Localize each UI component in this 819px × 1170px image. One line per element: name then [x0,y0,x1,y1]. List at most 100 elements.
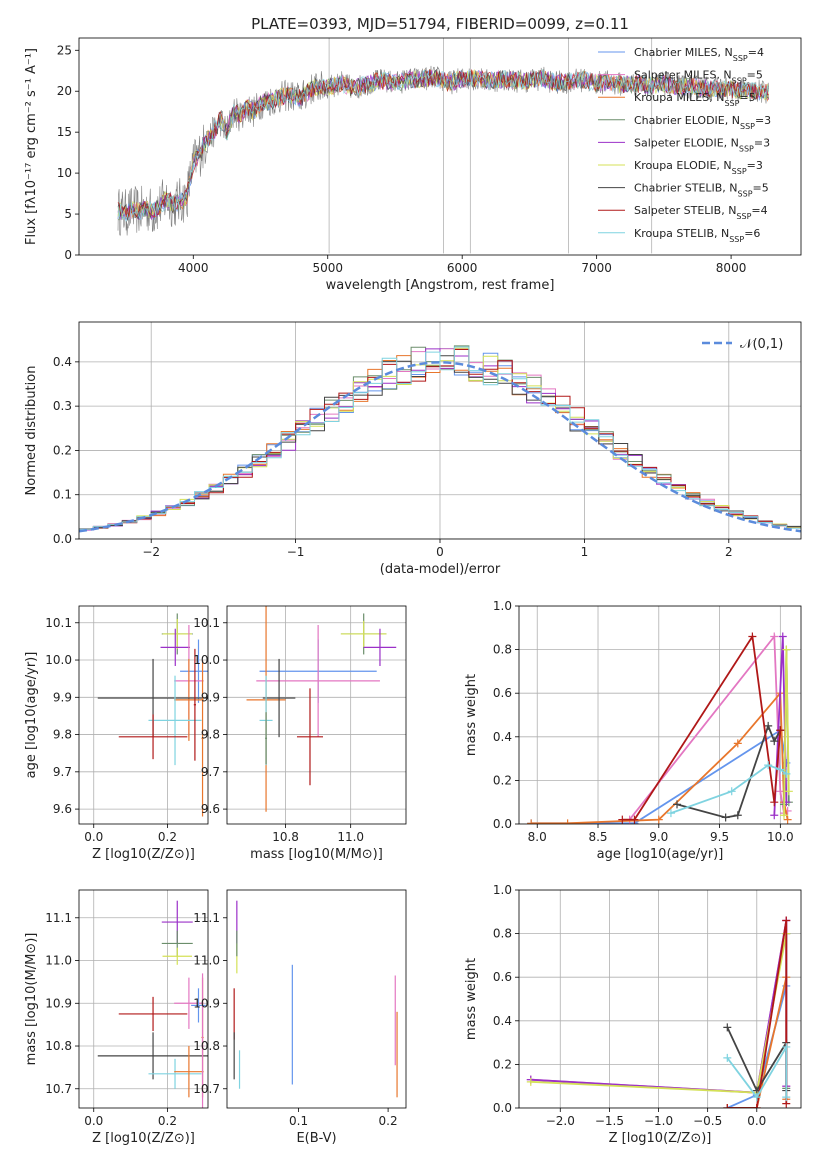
residual-histogram [79,346,801,530]
y-tick-label: 0.2 [53,443,72,457]
x-tick-label: 8.5 [588,830,607,844]
y-tick-label: 0.4 [53,355,72,369]
mass-weight-marker [764,721,773,730]
x-tick-label: 0.0 [84,830,103,844]
x-tick-label: 2 [725,545,733,559]
y-tick-label: 11.0 [193,954,220,968]
mass-weight-marker [673,800,682,809]
y-tick-label: 0.4 [493,730,512,744]
y-tick-label: 0.4 [493,1014,512,1028]
plot-area [227,606,406,824]
y-tick-label: 0 [64,248,72,262]
legend-entry: 𝒩(0,1) [740,337,783,352]
x-tick-label: 0.1 [289,1114,308,1128]
y-axis-label: age [log10(age/yr)] [24,652,39,779]
x-tick-label: −2.0 [546,1114,575,1128]
errorbar-point [162,947,193,965]
x-tick-label: 0.2 [379,1114,398,1128]
errorbar-point [201,660,204,817]
y-tick-label: 0.0 [53,532,72,546]
x-axis-label: E(B-V) [296,1131,336,1146]
y-tick-label: 10.7 [45,1082,72,1096]
mass-weight-marker [770,798,779,807]
x-tick-label: 4000 [178,261,209,275]
errorbar-point [97,1032,208,1080]
legend-entry: Kroupa STELIB, NSSP=6 [634,227,760,244]
errorbar-point [201,973,204,1108]
x-tick-label: 9.0 [649,830,668,844]
axes-frame [226,605,407,825]
mass-weight-line [727,920,788,1108]
x-axis-label: (data-model)/error [380,562,501,577]
mass-weight-marker [778,632,787,641]
residual-histogram [79,355,801,531]
y-tick-label: 0.6 [493,686,512,700]
x-tick-label: 0.2 [158,1114,177,1128]
y-axis-label: mass weight [464,674,479,756]
mass-weight-marker [784,787,793,796]
errorbar-point [118,996,188,1032]
axes-frame [78,37,802,256]
errorbar-point [296,688,324,786]
y-tick-label: 10.0 [193,653,220,667]
legend-entry: Chabrier STELIB, NSSP=5 [634,182,769,199]
errorbar-point [180,639,208,703]
y-tick-label: 9.7 [201,765,220,779]
mass-weight-marker [618,815,627,824]
panel-residuals: −2 −1 0 1 2 0.0 0.1 0.2 0.3 0.4 (data-model)/error… [24,321,802,577]
y-tick-label: 0.0 [493,817,512,831]
x-tick-label: 11.0 [337,830,364,844]
errorbar-point [118,714,188,760]
axes-frame [226,889,407,1109]
axes-frame [518,889,802,1109]
plot-area [519,890,801,1108]
errorbar-point [148,675,202,766]
y-tick-label: 9.7 [53,765,72,779]
x-tick-label: −0.5 [693,1114,722,1128]
mass-weight-marker [727,787,736,796]
mass-weight-marker [776,765,785,774]
plot-area [79,322,801,539]
y-tick-label: 9.8 [201,728,220,742]
mass-weight-marker [752,1104,761,1108]
y-tick-label: 0.0 [493,1101,512,1115]
y-tick-label: 0.8 [493,927,512,941]
y-tick-label: 0.6 [493,970,512,984]
panel-massweight-vs-Z: −2.0 −1.5 −1.0 −0.5 0.0 0.0 0.2 0.4 0.6 0.8 1.0 Z [… [464,883,802,1146]
mass-weight-marker [733,739,742,748]
y-axis-label: mass [log10(M/M⊙)] [24,933,39,1066]
x-axis-label: Z [log10(Z/Z⊙)] [92,847,195,862]
x-tick-label: 9.5 [710,830,729,844]
x-tick-label: 0.0 [84,1114,103,1128]
x-axis-label: Z [log10(Z/Z⊙)] [92,1131,195,1146]
y-tick-label: 0.8 [493,643,512,657]
mass-weight-marker [782,769,791,778]
plot-area [117,38,770,254]
mass-weight-marker [779,811,788,820]
plot-area [79,890,208,1108]
mass-weight-marker [723,1053,732,1062]
y-tick-label: 0.3 [53,399,72,413]
mass-weight-marker [752,1093,761,1102]
x-tick-label: 10.0 [767,830,794,844]
legend-entry: Salpeter MILES, NSSP=5 [634,69,763,86]
errorbar-point [262,658,296,738]
x-tick-label: −2 [142,545,160,559]
x-axis-label: mass [log10(M/M⊙)] [250,847,383,862]
model-series-line [117,69,770,222]
mass-weight-marker [748,632,757,641]
plot-area [79,606,208,824]
figure-title: PLATE=0393, MJD=51794, FIBERID=0099, z=0… [251,15,629,33]
mass-weight-marker [733,811,742,820]
mass-weight-marker [776,726,785,735]
y-tick-label: 10.1 [193,616,220,630]
y-tick-label: 0.1 [53,488,72,502]
axes-frame [78,321,802,540]
y-tick-label: 1.0 [493,883,512,897]
mass-weight-line [726,1043,788,1099]
plot-area [233,900,398,1098]
mass-weight-marker [630,815,639,824]
legend-entry: Chabrier ELODIE, NSSP=3 [634,114,771,131]
legend-entry: Salpeter STELIB, NSSP=4 [634,204,768,221]
